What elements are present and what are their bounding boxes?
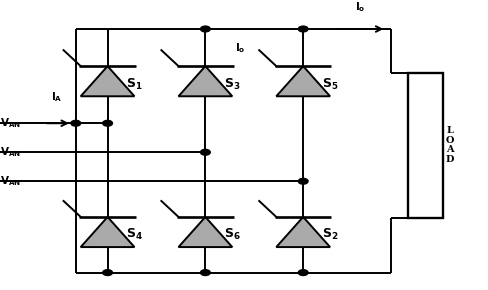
Text: $\mathbf{S_5}$: $\mathbf{S_5}$ (321, 77, 338, 92)
Text: $\mathbf{S_6}$: $\mathbf{S_6}$ (224, 227, 240, 242)
Circle shape (298, 178, 307, 184)
Polygon shape (81, 217, 134, 247)
Text: $\mathbf{S_1}$: $\mathbf{S_1}$ (126, 77, 142, 92)
Circle shape (200, 26, 210, 32)
Text: $\mathbf{S_4}$: $\mathbf{S_4}$ (126, 227, 143, 242)
Polygon shape (81, 66, 134, 96)
Text: L
O
A
D: L O A D (445, 126, 453, 164)
Text: $\mathbf{V_{AN}}$: $\mathbf{V_{AN}}$ (0, 116, 21, 130)
Text: $\mathbf{I_o}$: $\mathbf{I_o}$ (234, 41, 245, 55)
Text: $\mathbf{I_o}$: $\mathbf{I_o}$ (355, 1, 365, 14)
Circle shape (102, 120, 112, 126)
Polygon shape (178, 66, 232, 96)
Circle shape (102, 270, 112, 275)
Polygon shape (178, 217, 232, 247)
Circle shape (200, 149, 210, 155)
Text: $\mathbf{V_{AN}}$: $\mathbf{V_{AN}}$ (0, 145, 21, 159)
Text: $\mathbf{S_2}$: $\mathbf{S_2}$ (321, 227, 338, 242)
Bar (407, 72, 442, 218)
Text: $\mathbf{I_A}$: $\mathbf{I_A}$ (51, 90, 63, 104)
Polygon shape (276, 66, 329, 96)
Polygon shape (276, 217, 329, 247)
Circle shape (200, 270, 210, 275)
Text: $\mathbf{S_3}$: $\mathbf{S_3}$ (224, 77, 240, 92)
Circle shape (298, 270, 307, 275)
Circle shape (71, 120, 81, 126)
Circle shape (298, 26, 307, 32)
Text: $\mathbf{V_{AN}}$: $\mathbf{V_{AN}}$ (0, 174, 21, 188)
